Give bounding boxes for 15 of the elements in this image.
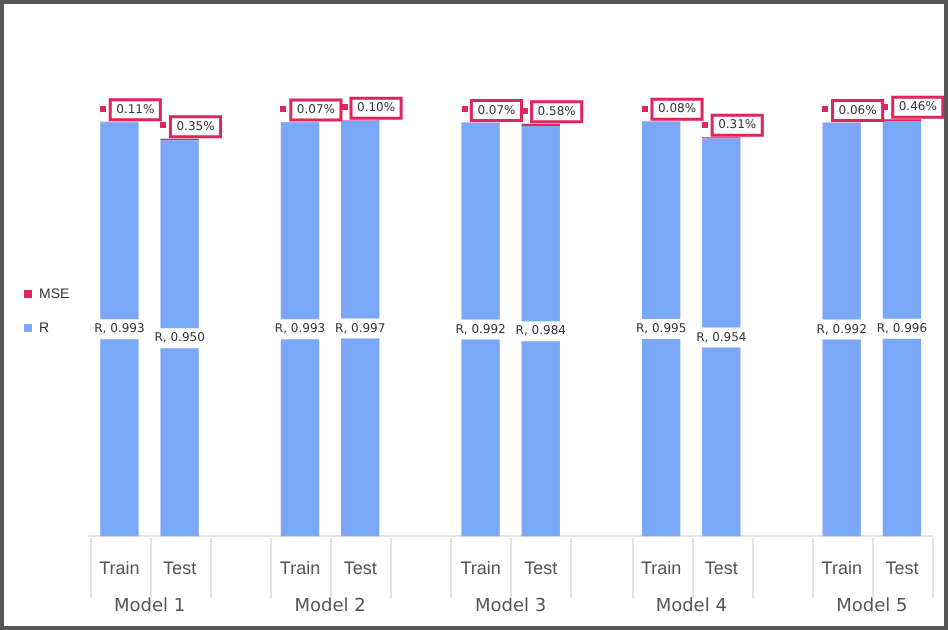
- text: Model 3: [475, 596, 547, 617]
- x-tick-label: Train: [279, 558, 321, 579]
- text: Model 5: [836, 596, 908, 617]
- x-tick-label: Test: [885, 558, 920, 579]
- x-tick-label: Train: [99, 558, 140, 579]
- x-tick-label: Test: [163, 558, 198, 579]
- x-tick-label: Train: [460, 558, 501, 579]
- x-tick-label: Train: [821, 558, 862, 579]
- x-tick-label: Test: [524, 558, 559, 579]
- x-tick-label: Train: [640, 558, 682, 579]
- text: Model 4: [655, 596, 728, 617]
- x-tick-label: Test: [704, 558, 739, 579]
- text: Model 1: [113, 596, 186, 617]
- text: Model 2: [294, 596, 366, 617]
- x-tick-label: Test: [343, 558, 378, 579]
